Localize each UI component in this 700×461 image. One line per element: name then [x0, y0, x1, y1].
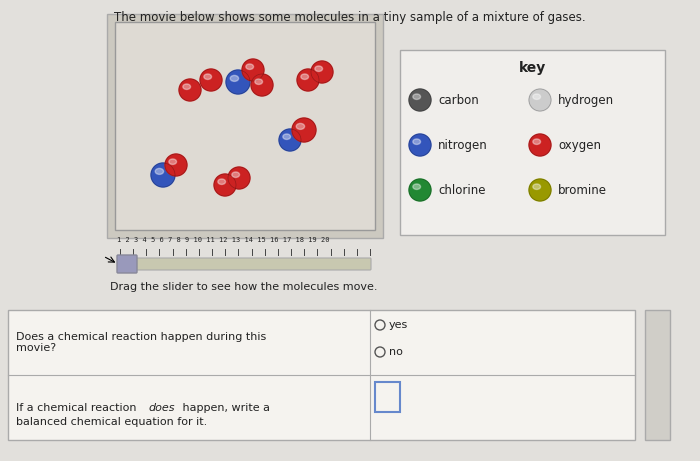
Ellipse shape — [533, 184, 540, 189]
Ellipse shape — [232, 172, 239, 177]
Text: no: no — [389, 347, 403, 357]
Circle shape — [529, 89, 551, 111]
Ellipse shape — [255, 79, 262, 84]
Circle shape — [279, 129, 301, 151]
Circle shape — [529, 179, 551, 201]
Circle shape — [214, 174, 236, 196]
Ellipse shape — [230, 76, 239, 82]
Ellipse shape — [283, 134, 290, 139]
Text: key: key — [519, 61, 546, 75]
Text: If a chemical reaction: If a chemical reaction — [16, 402, 140, 413]
FancyBboxPatch shape — [107, 14, 383, 238]
Ellipse shape — [413, 94, 421, 100]
Circle shape — [151, 163, 175, 187]
Ellipse shape — [413, 139, 421, 144]
Text: happen, write a: happen, write a — [179, 402, 270, 413]
Text: balanced chemical equation for it.: balanced chemical equation for it. — [16, 416, 207, 426]
Text: Drag the slider to see how the molecules move.: Drag the slider to see how the molecules… — [110, 282, 377, 292]
FancyBboxPatch shape — [117, 255, 137, 273]
Ellipse shape — [533, 94, 540, 100]
Text: does: does — [148, 402, 174, 413]
Ellipse shape — [155, 168, 164, 174]
Text: The movie below shows some molecules in a tiny sample of a mixture of gases.: The movie below shows some molecules in … — [114, 11, 586, 24]
Text: bromine: bromine — [558, 183, 607, 196]
Text: 1 2 3 4 5 6 7 8 9 10 11 12 13 14 15 16 17 18 19 20: 1 2 3 4 5 6 7 8 9 10 11 12 13 14 15 16 1… — [117, 237, 330, 243]
Circle shape — [179, 79, 201, 101]
Circle shape — [226, 70, 250, 94]
FancyBboxPatch shape — [400, 50, 665, 235]
Text: carbon: carbon — [438, 94, 479, 106]
Text: yes: yes — [389, 320, 408, 330]
Circle shape — [409, 179, 431, 201]
Ellipse shape — [315, 66, 323, 71]
Ellipse shape — [183, 84, 190, 89]
Circle shape — [297, 69, 319, 91]
Text: hydrogen: hydrogen — [558, 94, 614, 106]
Ellipse shape — [533, 139, 540, 144]
Ellipse shape — [204, 74, 211, 79]
Text: oxygen: oxygen — [558, 138, 601, 152]
FancyBboxPatch shape — [119, 258, 371, 270]
Ellipse shape — [169, 159, 176, 165]
FancyBboxPatch shape — [115, 22, 375, 230]
FancyBboxPatch shape — [645, 310, 670, 440]
Ellipse shape — [218, 179, 225, 184]
Circle shape — [409, 89, 431, 111]
Text: nitrogen: nitrogen — [438, 138, 488, 152]
Circle shape — [251, 74, 273, 96]
Circle shape — [228, 167, 250, 189]
Circle shape — [292, 118, 316, 142]
Circle shape — [311, 61, 333, 83]
Circle shape — [529, 134, 551, 156]
Text: chlorine: chlorine — [438, 183, 486, 196]
FancyBboxPatch shape — [375, 382, 400, 412]
Ellipse shape — [413, 184, 421, 189]
Circle shape — [242, 59, 264, 81]
FancyBboxPatch shape — [8, 310, 635, 440]
Ellipse shape — [296, 124, 304, 130]
Text: Does a chemical reaction happen during this
movie?: Does a chemical reaction happen during t… — [16, 332, 266, 353]
Ellipse shape — [246, 64, 253, 70]
Circle shape — [200, 69, 222, 91]
Circle shape — [165, 154, 187, 176]
Circle shape — [409, 134, 431, 156]
Ellipse shape — [301, 74, 309, 79]
